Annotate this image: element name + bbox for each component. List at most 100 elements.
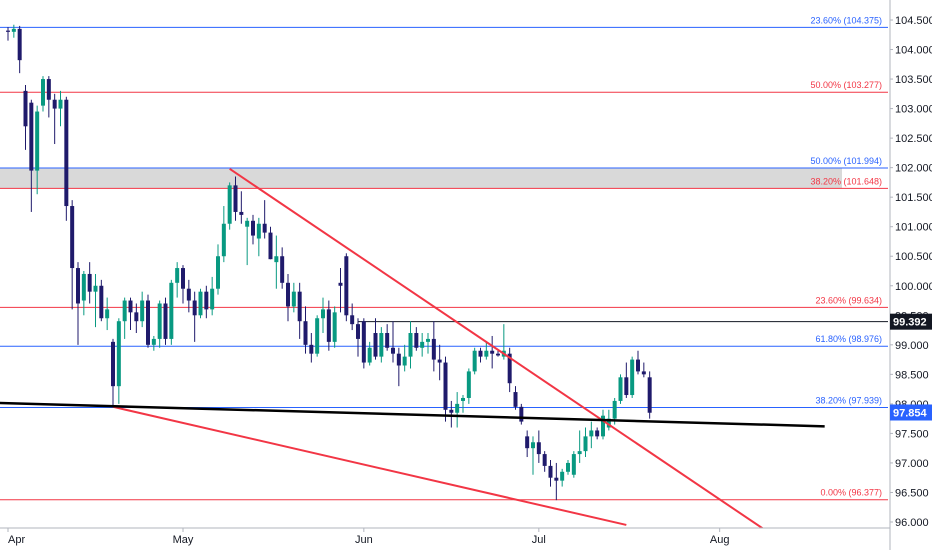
candle[interactable]: [525, 430, 530, 458]
candle[interactable]: [361, 318, 366, 369]
price-tag[interactable]: 97.854: [890, 404, 932, 421]
candle[interactable]: [198, 288, 203, 319]
candle[interactable]: [426, 333, 430, 354]
candle[interactable]: [624, 362, 629, 398]
candle[interactable]: [297, 282, 302, 339]
candle[interactable]: [601, 409, 605, 440]
candle[interactable]: [280, 247, 285, 289]
candle[interactable]: [356, 318, 360, 357]
candle[interactable]: [245, 217, 250, 266]
support-trendline[interactable]: [0, 401, 825, 428]
candle[interactable]: [461, 395, 465, 413]
candle[interactable]: [396, 347, 401, 387]
candle[interactable]: [268, 226, 273, 260]
candle[interactable]: [122, 297, 127, 339]
candle[interactable]: [542, 451, 547, 472]
candle[interactable]: [548, 459, 553, 487]
candle[interactable]: [46, 76, 51, 118]
candle[interactable]: [490, 335, 495, 369]
candle[interactable]: [641, 362, 646, 378]
candle[interactable]: [140, 291, 145, 328]
candle[interactable]: [262, 200, 267, 239]
candle[interactable]: [58, 90, 63, 127]
candle[interactable]: [408, 321, 413, 369]
candle[interactable]: [11, 24, 16, 38]
candle[interactable]: [175, 262, 180, 298]
candle[interactable]: [379, 327, 384, 363]
candle[interactable]: [186, 279, 191, 313]
candle[interactable]: [496, 350, 500, 357]
candle[interactable]: [151, 335, 156, 351]
candle[interactable]: [507, 347, 512, 393]
candle[interactable]: [466, 368, 471, 404]
candle[interactable]: [157, 300, 162, 348]
candle[interactable]: [204, 285, 209, 319]
candle[interactable]: [560, 468, 565, 487]
candle[interactable]: [134, 303, 139, 334]
candle[interactable]: [449, 400, 454, 428]
candle[interactable]: [647, 371, 652, 419]
candle[interactable]: [566, 459, 570, 475]
candle[interactable]: [87, 262, 92, 304]
candle[interactable]: [111, 338, 115, 407]
candle[interactable]: [169, 279, 174, 345]
candle[interactable]: [519, 403, 524, 425]
candle[interactable]: [338, 268, 343, 313]
candle[interactable]: [181, 265, 185, 304]
candle[interactable]: [303, 306, 308, 354]
candle[interactable]: [513, 386, 518, 410]
candle[interactable]: [402, 344, 407, 372]
candle[interactable]: [344, 253, 349, 322]
candle[interactable]: [437, 344, 442, 381]
candle[interactable]: [128, 297, 133, 331]
candle[interactable]: [210, 276, 215, 316]
candle[interactable]: [443, 356, 448, 422]
candle[interactable]: [554, 462, 559, 501]
candle[interactable]: [321, 297, 325, 334]
price-tag[interactable]: 99.392: [890, 313, 932, 330]
candle[interactable]: [420, 333, 425, 357]
candle[interactable]: [367, 341, 372, 366]
candle[interactable]: [385, 324, 390, 351]
candle[interactable]: [286, 273, 290, 322]
candle[interactable]: [99, 279, 104, 322]
candle[interactable]: [6, 27, 10, 41]
candle[interactable]: [17, 25, 22, 74]
candle[interactable]: [636, 350, 640, 375]
candle[interactable]: [531, 436, 535, 475]
candle[interactable]: [536, 430, 541, 463]
candle[interactable]: [455, 392, 460, 428]
candle[interactable]: [251, 214, 255, 245]
candle[interactable]: [52, 93, 57, 145]
candle[interactable]: [431, 321, 436, 372]
candle[interactable]: [35, 105, 40, 195]
candle[interactable]: [23, 84, 28, 150]
candle[interactable]: [571, 451, 576, 478]
candle[interactable]: [116, 318, 121, 404]
candle[interactable]: [589, 421, 594, 449]
candle[interactable]: [478, 347, 483, 363]
candle[interactable]: [146, 294, 150, 348]
candle[interactable]: [76, 262, 80, 345]
candle[interactable]: [227, 182, 232, 230]
candle[interactable]: [239, 191, 244, 224]
candle[interactable]: [618, 374, 623, 404]
candle[interactable]: [350, 303, 355, 331]
candle[interactable]: [41, 76, 45, 112]
candle[interactable]: [326, 300, 331, 351]
lower-descending-trendline[interactable]: [112, 405, 627, 526]
candle[interactable]: [256, 217, 261, 257]
candle[interactable]: [29, 99, 34, 212]
candle[interactable]: [595, 427, 600, 440]
candle[interactable]: [233, 176, 238, 221]
candle[interactable]: [577, 430, 582, 463]
candle[interactable]: [630, 356, 635, 398]
candle[interactable]: [315, 315, 320, 357]
candle[interactable]: [221, 206, 226, 263]
candle[interactable]: [216, 244, 220, 295]
candle[interactable]: [472, 347, 477, 375]
candle[interactable]: [81, 271, 86, 316]
candle[interactable]: [105, 297, 110, 331]
candle[interactable]: [64, 96, 69, 221]
